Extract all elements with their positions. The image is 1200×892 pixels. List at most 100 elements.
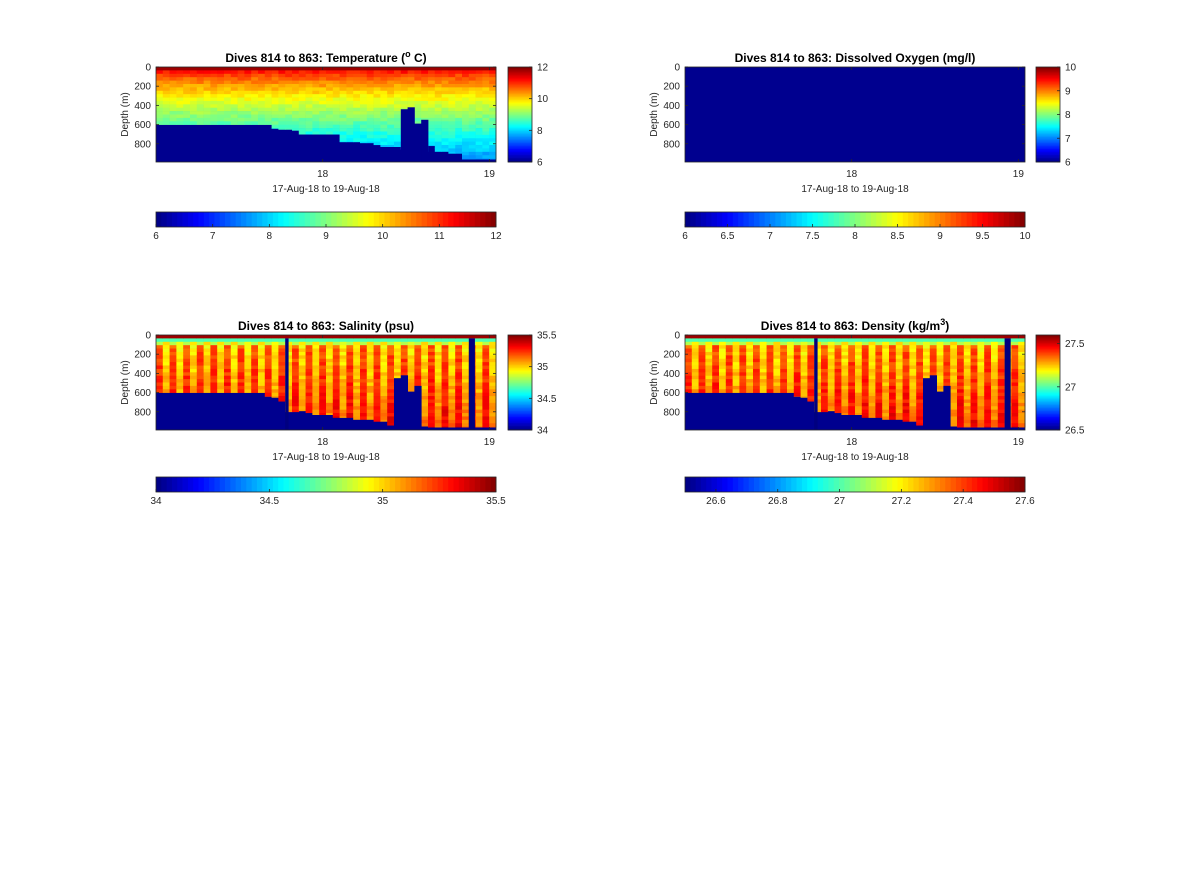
data-cell: [759, 338, 767, 343]
data-cell: [787, 362, 795, 366]
colorbar-swatch: [508, 69, 532, 72]
data-cell: [400, 77, 408, 81]
data-cell: [312, 73, 320, 78]
colorbar-tick-label: 9: [1065, 86, 1071, 97]
h-colorbar-swatch: [294, 212, 300, 227]
data-cell: [237, 90, 245, 95]
data-cell: [339, 77, 347, 81]
data-cell: [991, 348, 999, 353]
data-cell: [916, 335, 924, 339]
data-cell: [292, 114, 300, 119]
data-cell: [916, 423, 924, 426]
data-cell: [746, 382, 754, 387]
data-cell: [428, 389, 436, 394]
data-cell: [264, 348, 272, 353]
data-cell: [217, 80, 225, 85]
data-cell: [984, 348, 992, 353]
data-cell: [691, 348, 699, 353]
data-cell: [183, 94, 191, 98]
data-cell: [332, 351, 340, 356]
data-cell: [346, 335, 354, 339]
data-cell: [373, 409, 381, 414]
data-cell: [326, 389, 334, 394]
data-cell: [434, 121, 442, 126]
data-cell: [448, 148, 456, 153]
data-cell: [909, 372, 917, 377]
data-cell: [807, 345, 815, 349]
data-cell: [1018, 345, 1026, 349]
colorbar-swatch: [1036, 339, 1060, 342]
colorbar-swatch: [1036, 126, 1060, 129]
data-cell: [292, 100, 300, 105]
data-cell: [421, 111, 429, 115]
data-cell: [861, 379, 869, 383]
data-cell: [868, 379, 876, 383]
data-cell: [868, 392, 876, 397]
data-cell: [916, 379, 924, 383]
data-cell: [346, 338, 354, 343]
data-cell: [1011, 409, 1019, 414]
data-cell: [950, 382, 958, 387]
data-cell: [719, 389, 727, 393]
colorbar-swatch: [508, 345, 532, 348]
colorbar-swatch: [508, 136, 532, 139]
data-cell: [271, 385, 279, 390]
data-cell: [305, 335, 313, 339]
h-colorbar-swatch: [161, 477, 168, 492]
data-cell: [332, 97, 340, 102]
data-cell: [305, 379, 313, 383]
data-cell: [400, 104, 408, 109]
data-cell: [319, 338, 327, 343]
data-cell: [698, 358, 706, 363]
colorbar-swatch: [508, 427, 532, 429]
data-cell: [970, 406, 978, 410]
data-cell: [346, 80, 354, 85]
data-cell: [889, 402, 897, 407]
data-cell: [292, 121, 300, 126]
data-cell: [298, 382, 306, 387]
data-cell: [407, 80, 415, 85]
data-cell: [448, 399, 456, 404]
data-cell: [264, 121, 272, 125]
colorbar-swatch: [508, 406, 532, 409]
data-cell: [468, 107, 476, 112]
data-cell: [230, 94, 238, 98]
data-cell: [387, 375, 395, 380]
data-cell: [360, 382, 368, 387]
data-cell: [244, 114, 252, 119]
data-cell: [943, 382, 951, 387]
data-cell: [292, 375, 300, 380]
colorbar-swatch: [508, 147, 532, 150]
data-cell: [196, 83, 204, 88]
colorbar-swatch: [508, 378, 532, 380]
data-cell: [224, 104, 232, 109]
data-cell: [691, 365, 699, 370]
data-cell: [482, 399, 490, 404]
h-colorbar-tick-label: 6.5: [721, 231, 735, 242]
h-colorbar-swatch: [458, 212, 465, 227]
data-cell: [258, 348, 266, 353]
data-cell: [183, 73, 191, 78]
colorbar-swatch: [1036, 375, 1060, 377]
data-cell: [936, 362, 944, 366]
data-cell: [759, 365, 767, 370]
data-cell: [462, 368, 470, 373]
data-cell: [319, 111, 327, 115]
data-cell: [162, 70, 170, 75]
data-cell: [230, 70, 238, 75]
data-cell: [991, 372, 999, 377]
data-cell: [834, 385, 842, 390]
data-cell: [414, 104, 422, 109]
data-cell: [780, 368, 788, 373]
data-cell: [190, 114, 198, 119]
data-cell: [482, 145, 490, 149]
data-cell: [841, 348, 849, 353]
data-cell: [251, 114, 259, 119]
data-cell: [312, 389, 320, 394]
data-cell: [373, 345, 381, 349]
data-cell: [848, 392, 856, 397]
data-cell: [1011, 399, 1019, 404]
data-cell: [156, 368, 164, 373]
data-cell: [963, 338, 971, 343]
h-colorbar-tick-label: 26.8: [768, 496, 788, 507]
